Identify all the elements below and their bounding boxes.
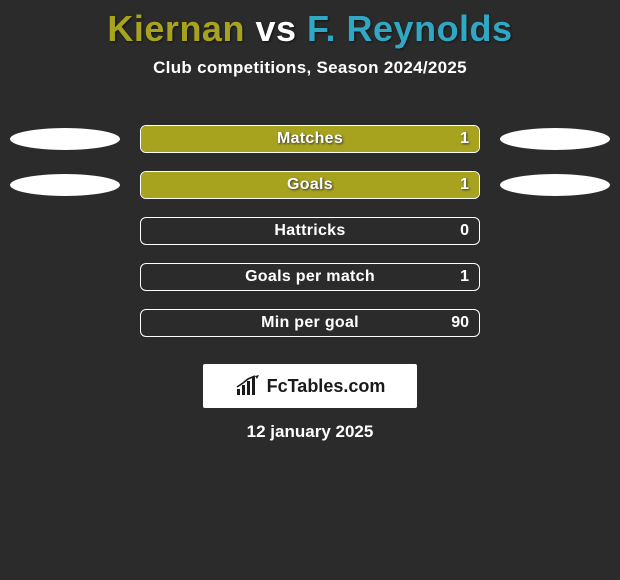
footer-date: 12 january 2025 <box>0 422 620 442</box>
stat-label: Goals per match <box>141 264 479 290</box>
player2-name: F. Reynolds <box>307 8 513 49</box>
stat-bar: Matches1 <box>140 125 480 153</box>
right-ellipse <box>500 174 610 196</box>
stat-label: Min per goal <box>141 310 479 336</box>
brand-box[interactable]: FcTables.com <box>203 364 417 408</box>
brand-text: FcTables.com <box>267 376 386 397</box>
page-title: Kiernan vs F. Reynolds <box>0 0 620 50</box>
right-ellipse <box>500 128 610 150</box>
stat-bar: Goals per match1 <box>140 263 480 291</box>
vs-text: vs <box>255 8 296 49</box>
stat-label: Hattricks <box>141 218 479 244</box>
bars-container: Matches1Goals1Hattricks0Goals per match1… <box>0 116 620 346</box>
left-ellipse <box>10 174 120 196</box>
stat-value: 1 <box>460 126 469 152</box>
stat-value: 1 <box>460 264 469 290</box>
stat-bar: Goals1 <box>140 171 480 199</box>
chart-icon <box>235 375 261 397</box>
subtitle: Club competitions, Season 2024/2025 <box>0 58 620 78</box>
stat-row: Hattricks0 <box>0 208 620 254</box>
left-ellipse <box>10 128 120 150</box>
stat-value: 90 <box>451 310 469 336</box>
stat-bar: Hattricks0 <box>140 217 480 245</box>
stat-bar: Min per goal90 <box>140 309 480 337</box>
comparison-card: { "header": { "player1": "Kiernan", "vs"… <box>0 0 620 580</box>
stat-value: 0 <box>460 218 469 244</box>
stat-row: Goals1 <box>0 162 620 208</box>
stat-value: 1 <box>460 172 469 198</box>
stat-row: Matches1 <box>0 116 620 162</box>
stat-label: Goals <box>141 172 479 198</box>
player1-name: Kiernan <box>107 8 245 49</box>
stat-row: Goals per match1 <box>0 254 620 300</box>
stat-row: Min per goal90 <box>0 300 620 346</box>
stat-label: Matches <box>141 126 479 152</box>
brand-inner: FcTables.com <box>235 375 386 397</box>
